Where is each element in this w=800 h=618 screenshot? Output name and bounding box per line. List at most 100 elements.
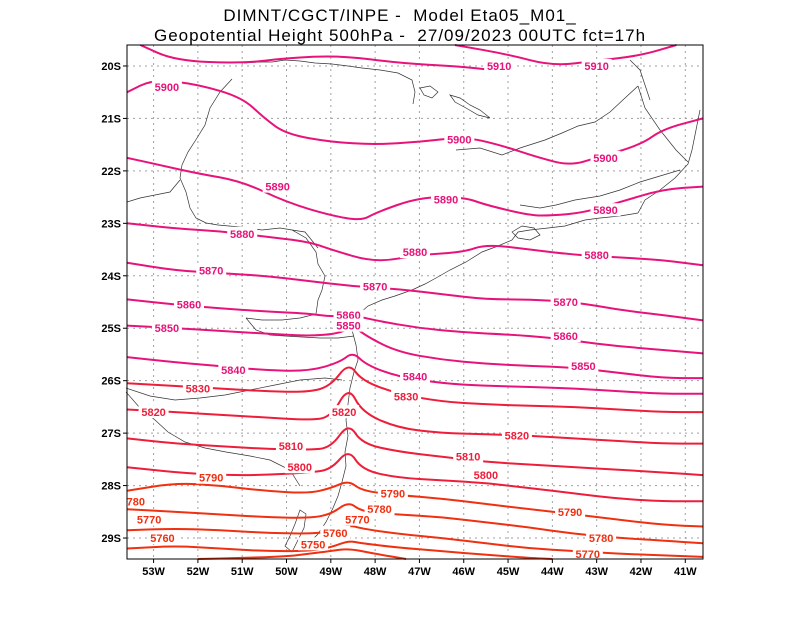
contour-label-bg: [377, 486, 408, 500]
contour-label-5890: 5890: [265, 182, 289, 194]
x-tick-label: 49W: [320, 566, 343, 578]
contour-label-bg: [298, 537, 329, 551]
contour-label-bg: [320, 525, 351, 539]
state-border-sc-rs: [125, 377, 343, 401]
coastline-es: [629, 59, 651, 101]
reservoir-rj: [511, 225, 541, 241]
contour-label-5800: 5800: [288, 462, 312, 474]
state-border-ms-pr: [179, 78, 326, 315]
contour-label-bg: [138, 405, 169, 419]
contour-label-5890: 5890: [593, 205, 617, 217]
state-border-mg-sp: [243, 59, 416, 105]
y-tick-label: 23S: [101, 218, 121, 230]
plot-frame: [126, 44, 704, 560]
contour-label-5870: 5870: [199, 266, 223, 278]
contour-label-bg: [470, 468, 501, 482]
contour-label-bg: [284, 460, 315, 474]
contour-label-bg: [151, 79, 182, 93]
contour-label-5840: 5840: [221, 365, 245, 377]
chart-title-line2: Geopotential Height 500hPa - 27/09/2023 …: [153, 26, 647, 45]
reservoir-sp: [419, 85, 439, 99]
x-tick-label: 47W: [408, 566, 431, 578]
contour-label-5900: 5900: [155, 82, 179, 94]
contour-label-bg: [572, 546, 603, 560]
x-tick-label: 51W: [231, 566, 254, 578]
coastline-rj-es: [637, 109, 701, 214]
contour-label-bg: [147, 531, 178, 545]
contour-label-5810: 5810: [456, 452, 480, 464]
contour-label-5780: 780: [127, 496, 145, 508]
contour-label-bg: [453, 449, 484, 463]
contour-line-5760: [126, 540, 553, 560]
state-border-pr-sc: [245, 317, 355, 339]
contour-label-5790: 5790: [199, 473, 223, 485]
contour-label-5860: 5860: [177, 300, 201, 312]
paraguay-border: [126, 179, 181, 203]
state-border-sp-rj: [519, 169, 681, 209]
contour-label-5780: 5780: [589, 533, 613, 545]
contour-label-5830: 5830: [394, 391, 418, 403]
contour-label-bg: [151, 321, 182, 335]
x-tick-label: 44W: [541, 566, 564, 578]
state-border-sp-pr: [291, 229, 319, 249]
contour-label-bg: [501, 428, 532, 442]
contour-label-bg: [174, 297, 205, 311]
state-border-rj-es: [637, 85, 689, 163]
contour-label-bg: [400, 245, 430, 259]
contour-label-5850: 5850: [155, 323, 179, 335]
contour-line-5890: [126, 156, 704, 221]
x-tick-label: 43W: [585, 566, 608, 578]
contour-line-5790: [126, 481, 704, 528]
contour-label-5850: 5850: [336, 321, 360, 333]
y-tick-label: 28S: [101, 481, 121, 493]
contour-label-5850: 5850: [571, 361, 595, 373]
contour-line-5810: [126, 427, 704, 477]
contour-label-bg: [444, 132, 475, 146]
contour-label-bg: [400, 369, 430, 383]
contour-label-bg: [262, 179, 293, 193]
contour-label-bg: [218, 363, 249, 377]
y-tick-label: 24S: [101, 271, 121, 283]
contour-line-5770: [126, 525, 704, 558]
contour-label-bg: [555, 504, 586, 518]
contour-label-5810: 5810: [279, 441, 303, 453]
x-tick-label: 48W: [364, 566, 387, 578]
x-tick-label: 42W: [630, 566, 653, 578]
contour-label-bg: [329, 405, 360, 419]
contour-label-5910: 5910: [584, 61, 608, 73]
chart-title-line1: DIMNT/CGCT/INPE - Model Eta05_M01_: [223, 6, 577, 25]
contour-line-5750: [197, 548, 407, 560]
contour-line-5910: [454, 44, 677, 66]
contour-label-5820: 5820: [505, 431, 529, 443]
contour-line-5910: [139, 44, 495, 72]
x-tick-label: 46W: [452, 566, 475, 578]
contour-label-bg: [590, 203, 621, 217]
y-tick-label: 26S: [101, 376, 121, 388]
contour-label-bg: [182, 381, 213, 395]
y-tick-label: 29S: [101, 533, 121, 545]
contour-label-bg: [196, 470, 227, 484]
contour-label-bg: [550, 329, 581, 343]
contour-label-5890: 5890: [434, 195, 458, 207]
contour-label-5900: 5900: [593, 153, 617, 165]
x-tick-label: 45W: [497, 566, 520, 578]
x-tick-label: 52W: [187, 566, 210, 578]
contour-label-5790: 5790: [381, 488, 405, 500]
y-tick-label: 25S: [101, 323, 121, 335]
contour-label-5870: 5870: [553, 297, 577, 309]
contour-line-5860: [126, 298, 704, 355]
contour-label-5820: 5820: [141, 407, 165, 419]
contour-label-5880: 5880: [403, 247, 427, 259]
contour-label-bg: [360, 279, 391, 293]
contour-label-bg: [581, 247, 612, 261]
contour-label-5870: 5870: [363, 281, 387, 293]
state-border-mg-rj: [455, 85, 639, 156]
contour-label-5760: 5760: [323, 528, 347, 540]
contour-line-5780: [126, 503, 704, 545]
coastline-south: [307, 317, 359, 545]
y-tick-label: 20S: [101, 61, 121, 73]
contour-label-bg: [333, 308, 364, 322]
contour-label-bg: [550, 295, 581, 308]
contour-label-bg: [124, 494, 148, 508]
